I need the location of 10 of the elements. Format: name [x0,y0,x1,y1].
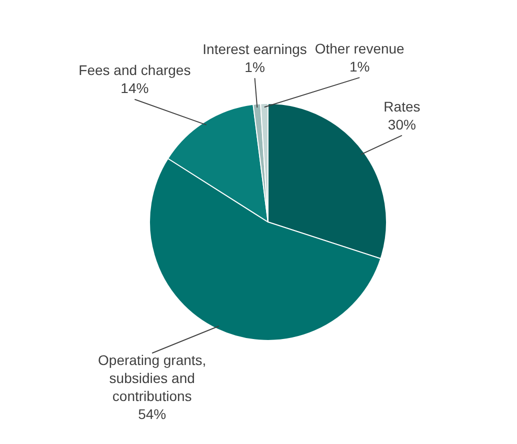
data-label: 14% [120,80,149,96]
data-label: 54% [138,406,166,422]
slice-label: Rates [384,98,420,114]
slice-label: Fees and charges [78,62,191,78]
slice-label: Other revenue [314,40,405,56]
slice-label: Interest earnings [202,40,307,57]
data-label: 30% [388,116,416,132]
data-label: 1% [244,58,265,75]
data-label: 1% [349,58,370,74]
slice-label: Operating grants, subsidies and contributions [98,352,206,404]
